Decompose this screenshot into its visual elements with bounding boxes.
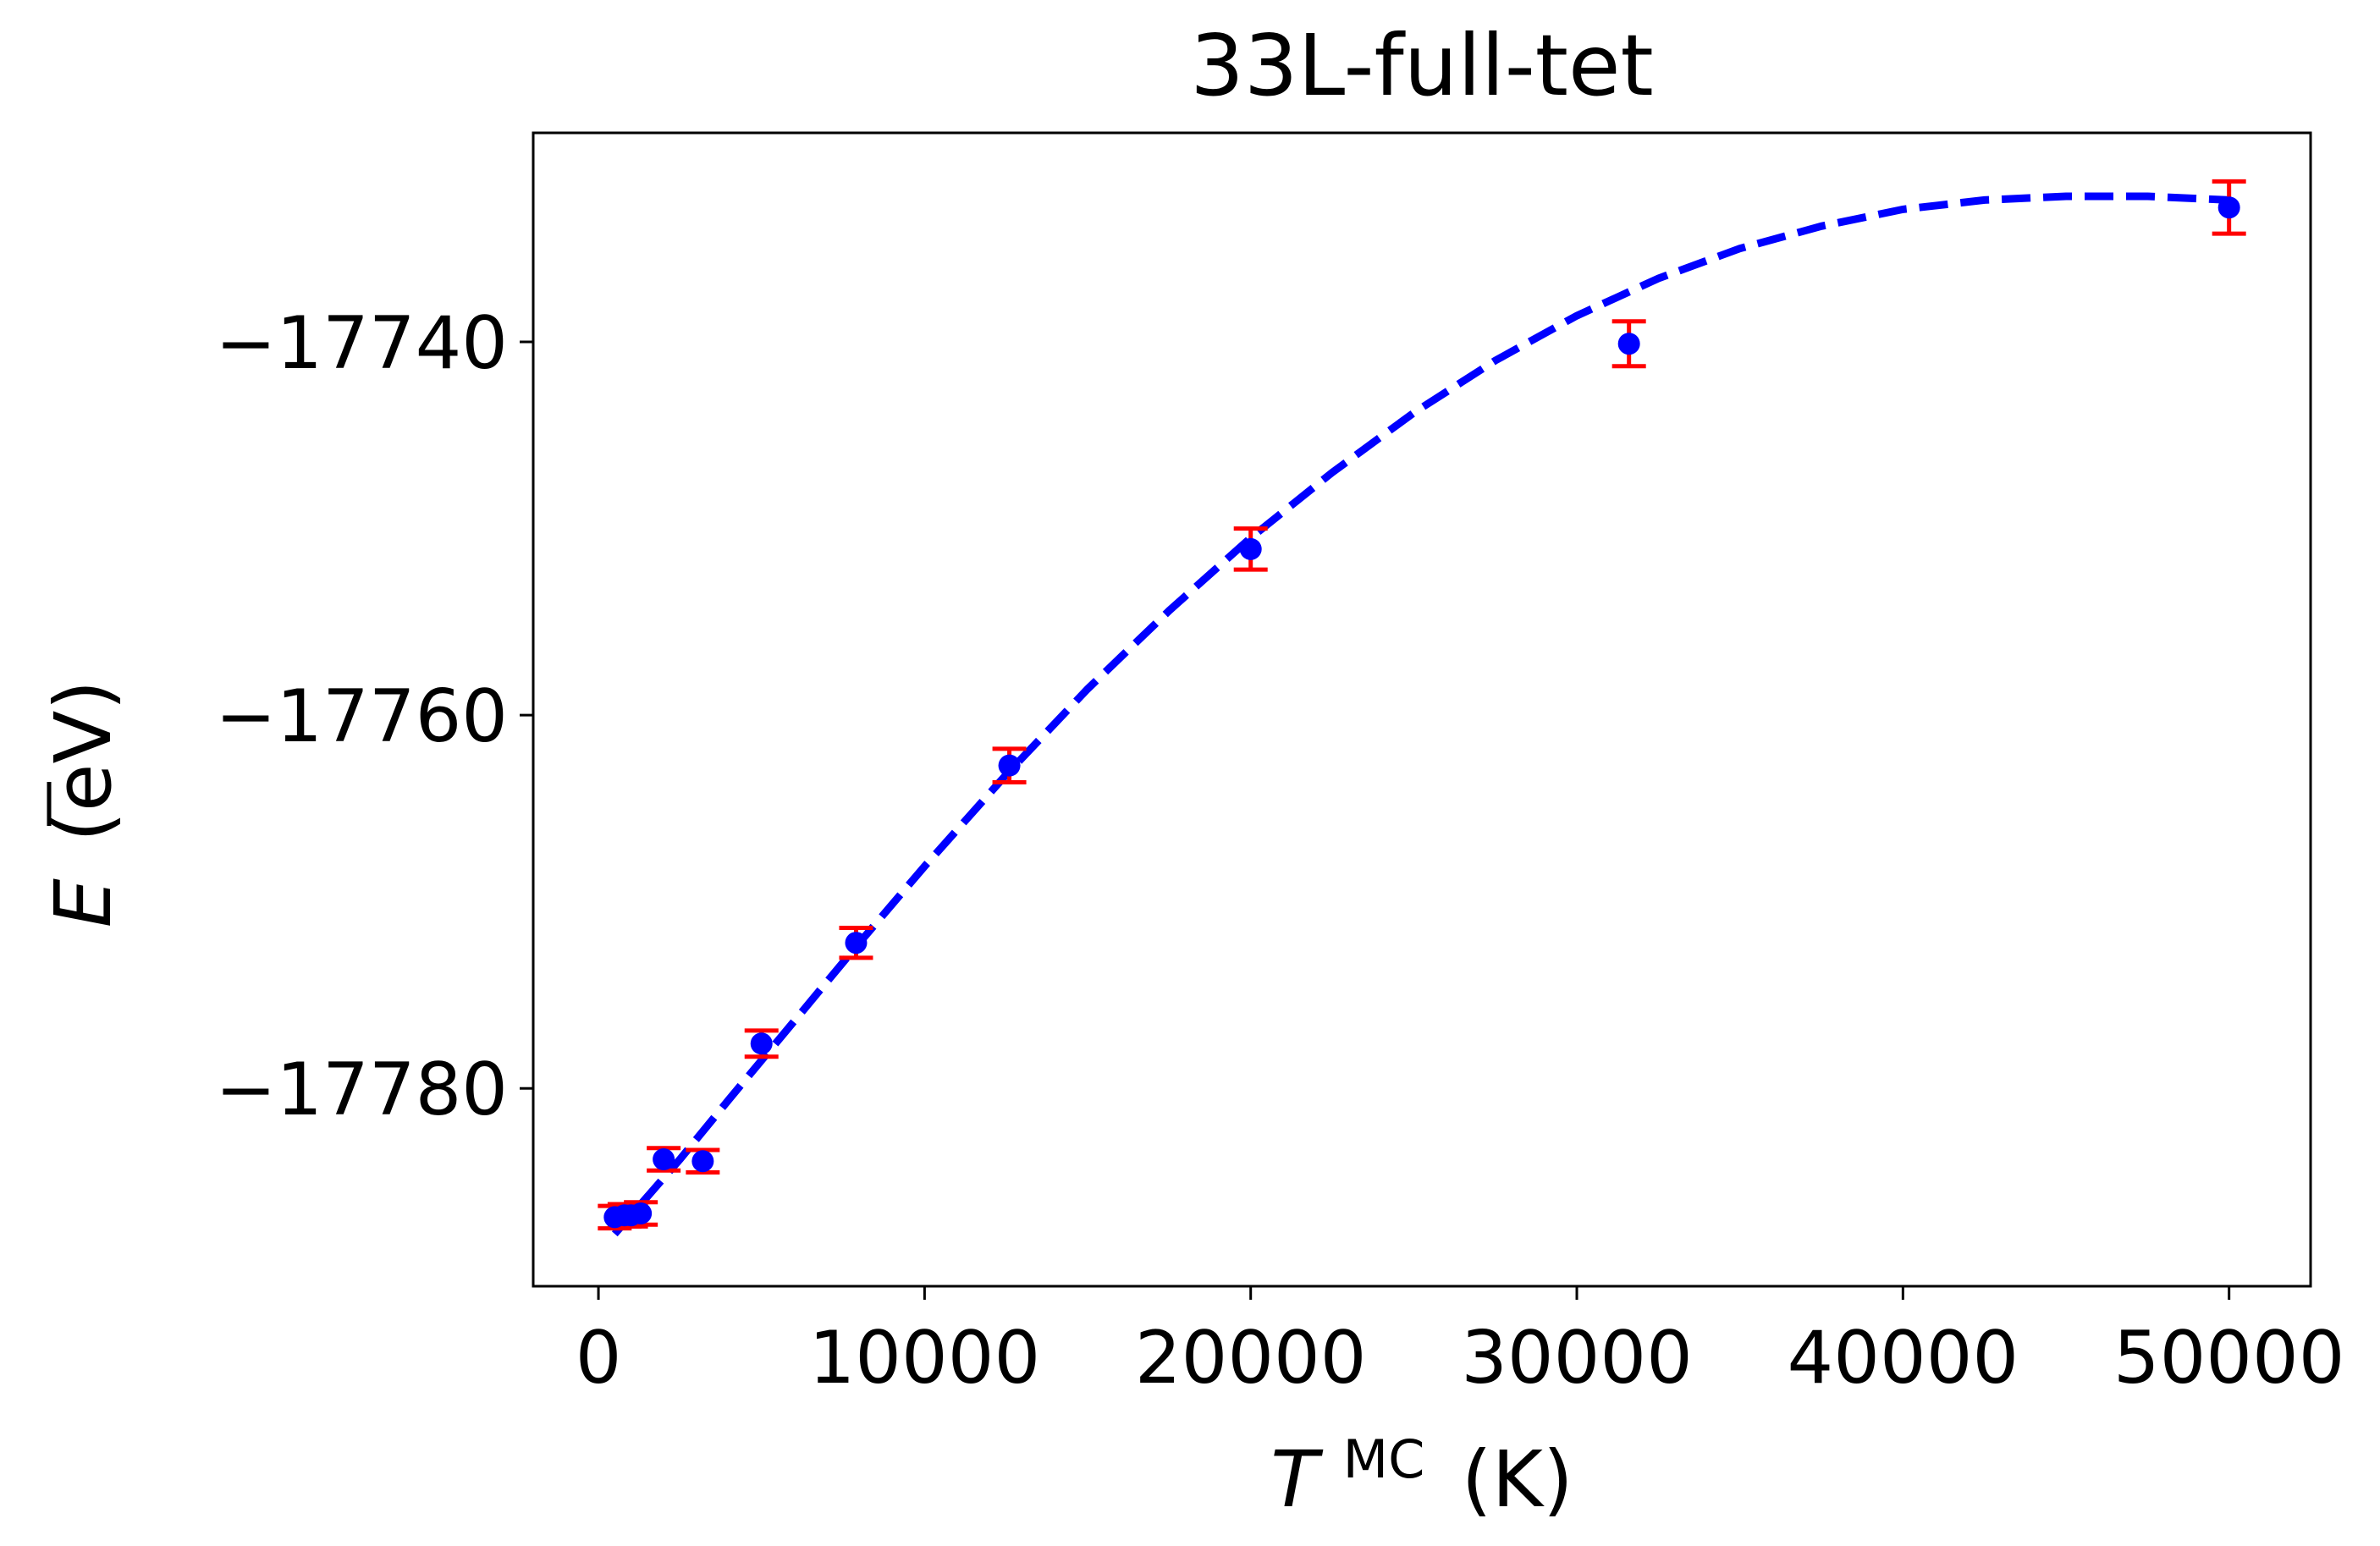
x-tick-label: 50000 <box>2113 1316 2345 1400</box>
y-tick-label: −17740 <box>215 301 508 386</box>
y-tick-label: −17760 <box>215 674 508 759</box>
data-point <box>630 1202 653 1224</box>
x-axis-ticks: 0 10000 20000 30000 40000 50000 <box>576 1286 2345 1400</box>
y-axis-ticks: −17740 −17760 −17780 <box>215 301 533 1132</box>
data-point <box>998 754 1021 777</box>
x-axis-label: T MC (K) <box>1270 1406 1573 1525</box>
data-point <box>653 1148 675 1171</box>
y-tick-label: −17780 <box>215 1048 508 1132</box>
x-axis-label-superscript: MC <box>1343 1428 1425 1490</box>
data-point <box>1239 537 1262 560</box>
x-tick-label: 10000 <box>809 1316 1041 1400</box>
data-points-layer <box>603 196 2240 1229</box>
error-bars-layer <box>598 179 2246 1231</box>
x-axis-label-symbol: T <box>1270 1434 1324 1525</box>
plot-area-frame <box>532 131 2312 1288</box>
y-axis-label-symbol: E <box>38 878 129 927</box>
y-axis-label: E (eV) <box>38 680 129 928</box>
data-point <box>845 932 868 955</box>
data-point <box>691 1150 714 1173</box>
x-tick-label: 20000 <box>1135 1316 1367 1400</box>
data-point <box>1617 333 1640 355</box>
x-axis-label-unit: (K) <box>1462 1434 1573 1525</box>
svg-text:E (eV): E (eV) <box>38 680 129 928</box>
x-tick-label: 40000 <box>1788 1316 2019 1400</box>
fit-curve-layer <box>611 192 2229 1237</box>
data-point <box>2217 196 2240 219</box>
y-axis-label-unit: (eV) <box>38 680 129 842</box>
x-tick-label: 0 <box>576 1316 622 1400</box>
chart-title: 33L-full-tet <box>1190 16 1653 115</box>
x-tick-label: 30000 <box>1461 1316 1693 1400</box>
data-point <box>750 1032 773 1055</box>
fit-curve-line <box>611 192 2229 1237</box>
